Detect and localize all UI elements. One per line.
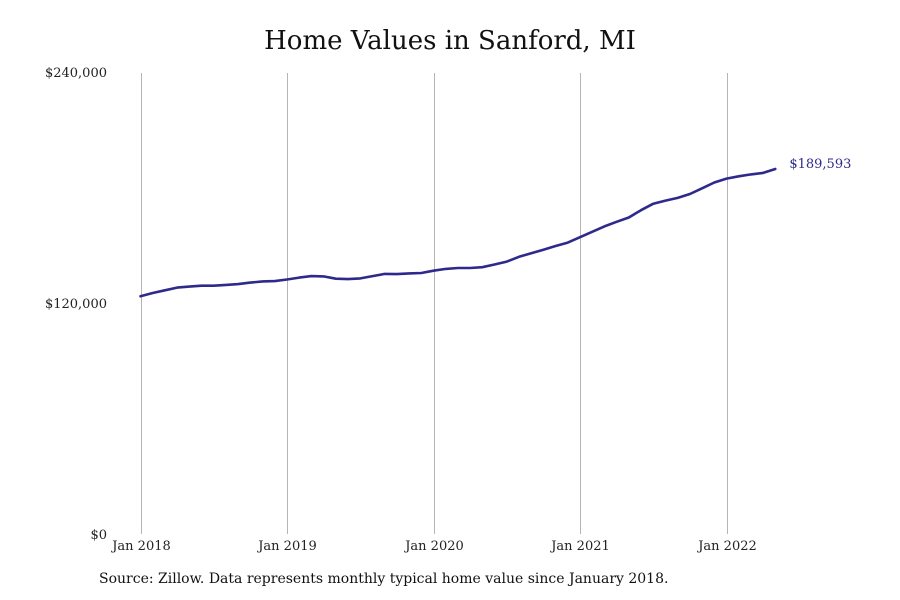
x-tick-label: Jan 2021 (549, 539, 610, 554)
y-tick-label: $120,000 (45, 297, 107, 312)
x-tick-label: Jan 2020 (403, 539, 464, 554)
y-tick-label: $0 (90, 528, 107, 543)
series-line (139, 167, 777, 298)
x-tick-label: Jan 2018 (110, 539, 171, 554)
x-tick-label: Jan 2019 (256, 539, 317, 554)
series-layer: $189,593 (139, 157, 851, 298)
chart-title: Home Values in Sanford, MI (264, 26, 636, 56)
end-value-label: $189,593 (789, 157, 851, 172)
axis-layer: Jan 2018 Jan 2019 Jan 2020 Jan 2021 Jan 2022… (45, 66, 757, 554)
y-tick-label: $240,000 (45, 66, 107, 81)
source-note: Source: Zillow. Data represents monthly … (99, 571, 669, 587)
x-tick-label: Jan 2022 (696, 539, 757, 554)
grid-layer (141, 73, 728, 534)
